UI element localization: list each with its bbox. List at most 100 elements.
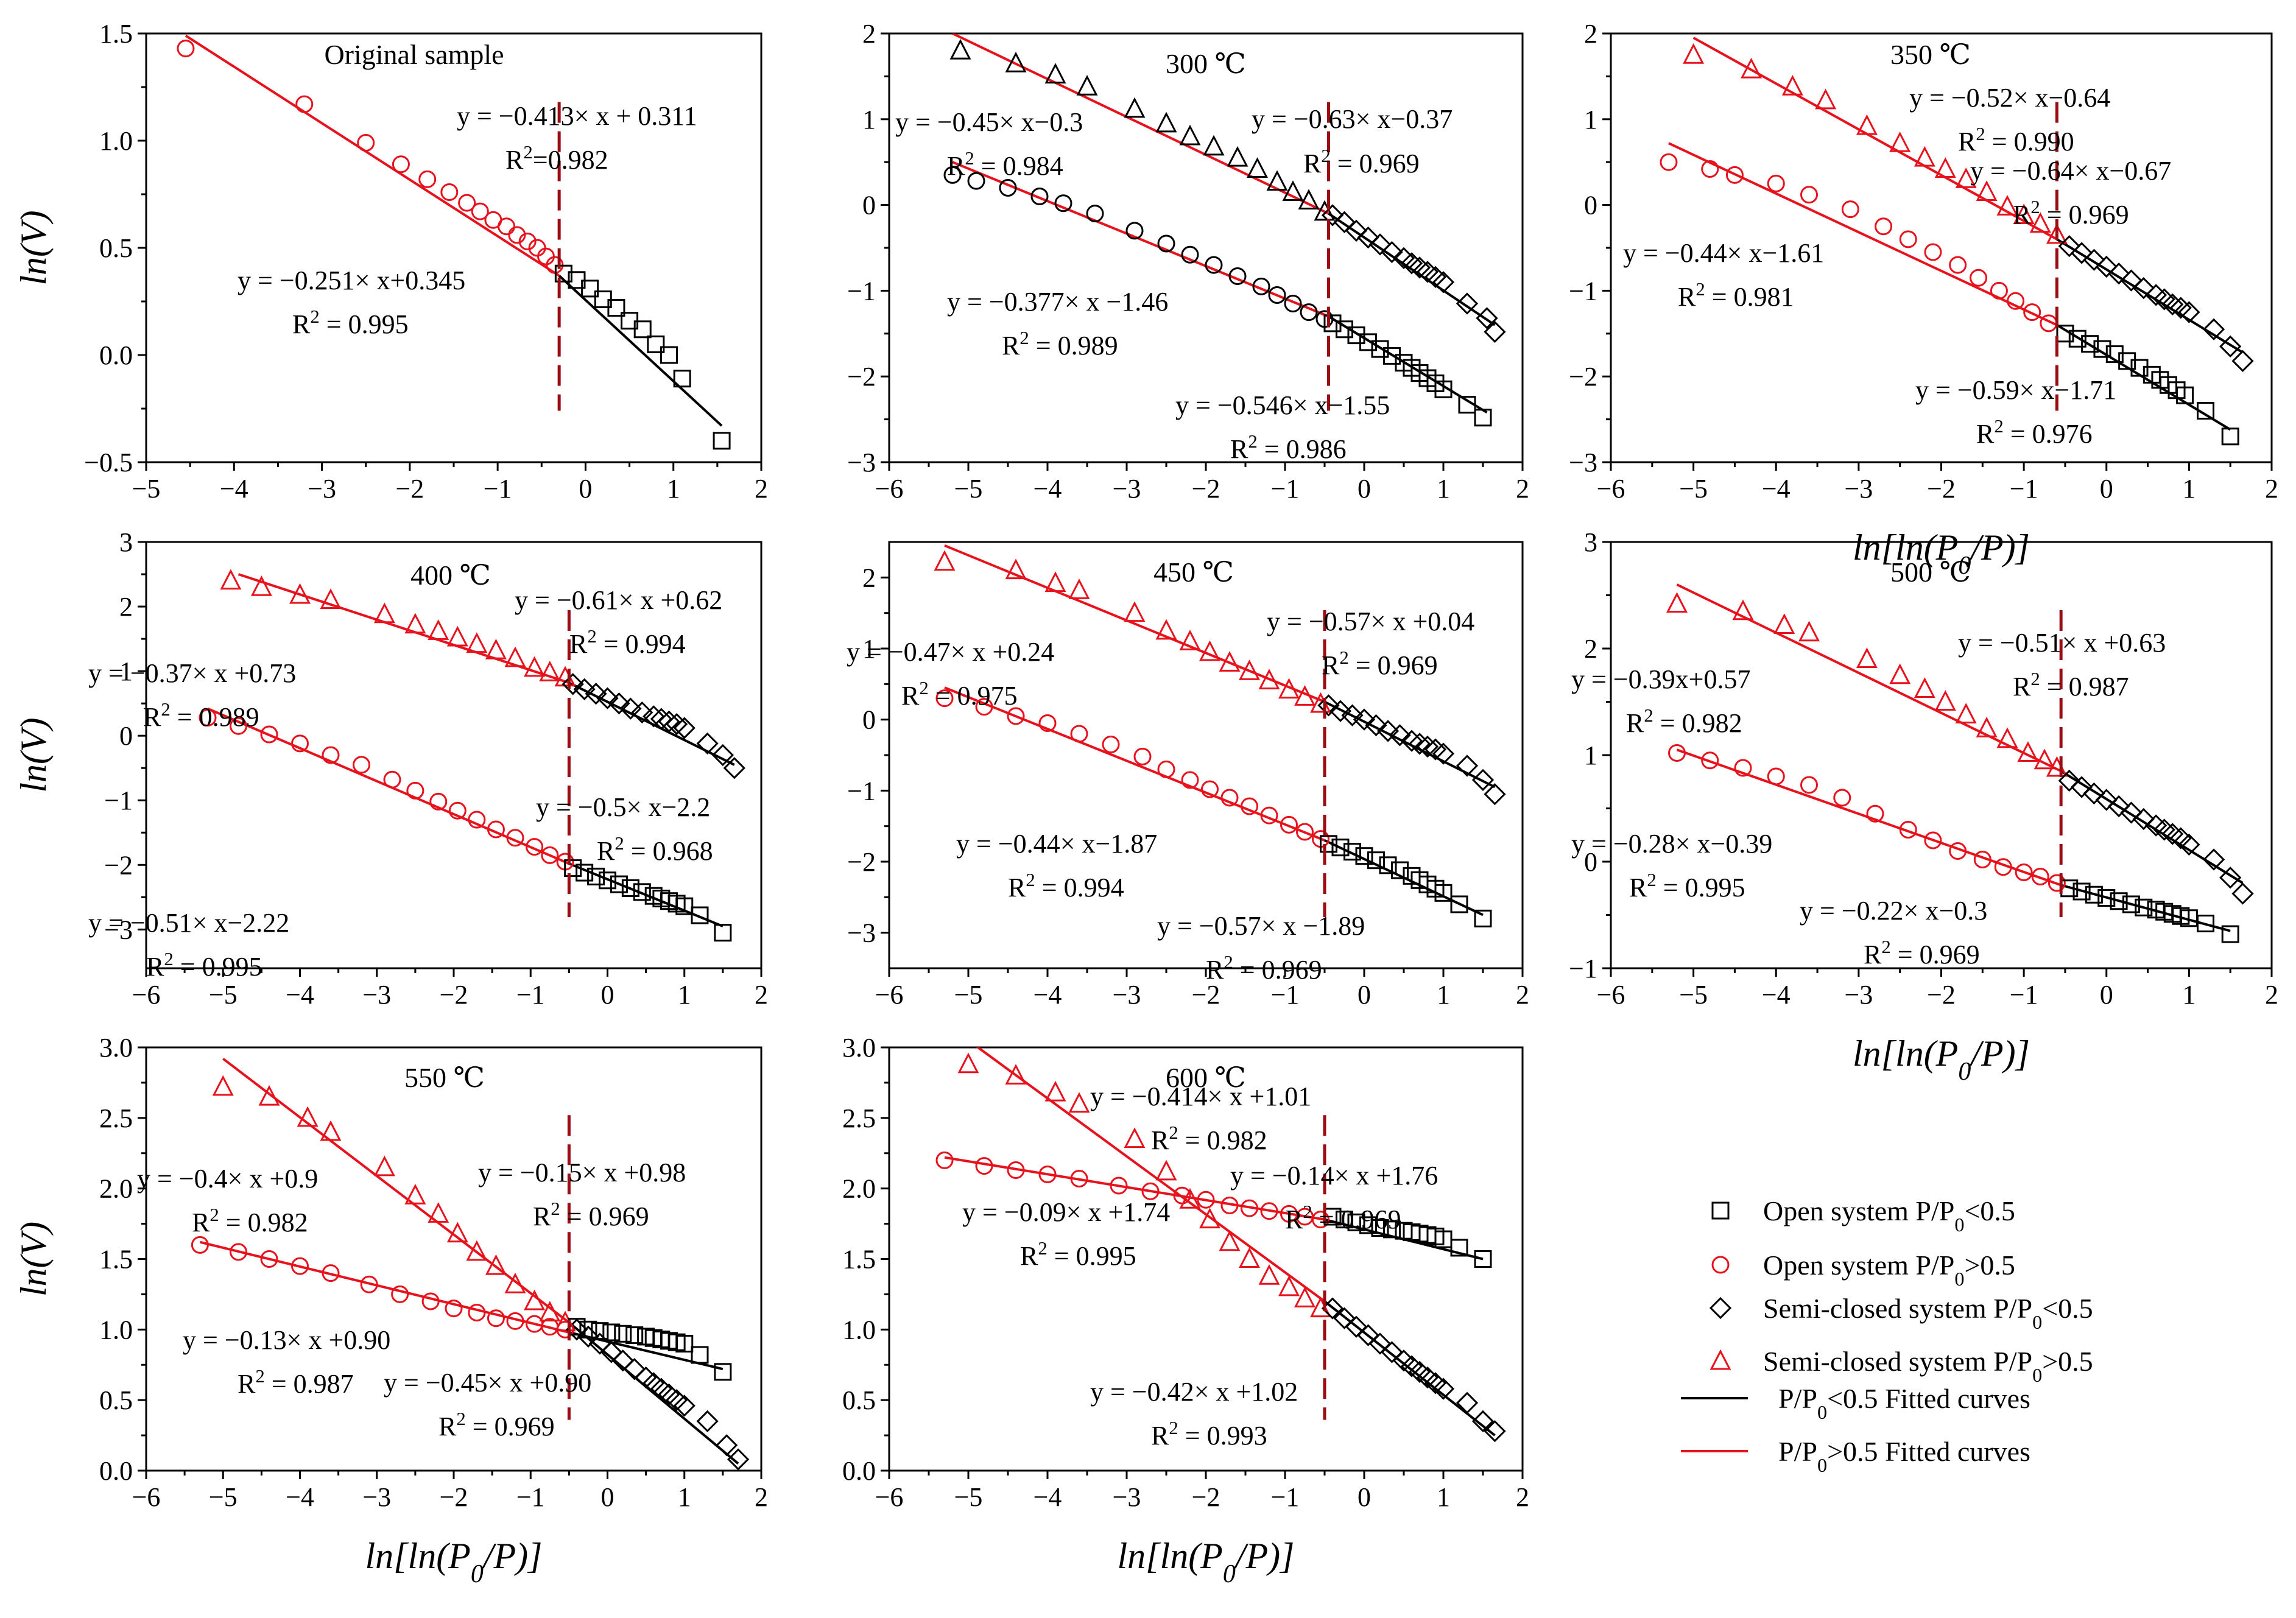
x-tick-label: −6 (1597, 474, 1625, 504)
r-squared-part: R (1678, 282, 1696, 312)
r-squared: R2​ = 0.969 (533, 1198, 649, 1231)
fit-equation: y = −0.14× x +1.76 (1230, 1161, 1438, 1191)
x-axis-label-part: P (1935, 527, 1959, 568)
r-squared-part: = 0.969 (2040, 200, 2129, 230)
x-tick-label: −4 (1034, 980, 1062, 1010)
data-point-diamond (1432, 1377, 1455, 1400)
data-point-square (2197, 915, 2214, 932)
x-tick-label: −2 (1192, 474, 1220, 504)
data-point-square (2093, 340, 2111, 358)
data-point-circle (1866, 804, 1884, 823)
r-squared: R2​ = 0.995 (1020, 1238, 1136, 1271)
y-tick-label: 0 (862, 705, 876, 735)
data-point-diamond (2058, 769, 2080, 792)
fit-equation: y = −0.51× x−2.22 (88, 908, 289, 938)
fit-line-high-pressure (185, 34, 560, 277)
x-tick-label: −1 (2010, 474, 2038, 504)
r-squared-part: R (2013, 672, 2031, 702)
data-point-diamond (666, 712, 688, 736)
x-tick-label: 0 (601, 980, 614, 1010)
r-squared-part: R (901, 681, 920, 711)
data-point-circle (429, 792, 448, 811)
data-point-triangle (504, 1272, 526, 1293)
r-squared: R2​ = 0.994 (1008, 870, 1124, 902)
data-point-square (1359, 1216, 1377, 1234)
y-tick-label: 1.0 (99, 126, 133, 156)
x-tick-label: −1 (1271, 1482, 1300, 1512)
panel-title: 350 ℃ (1890, 39, 1971, 70)
r-squared-superscript: 2 (1019, 328, 1029, 348)
y-tick-label: 1 (119, 656, 133, 686)
data-point-square (2122, 895, 2140, 913)
x-axis-label: ln[ln(P0​/P)] (365, 1536, 543, 1588)
data-point-triangle (428, 619, 449, 640)
x-tick-label: −5 (954, 474, 983, 504)
data-point-triangle (1298, 189, 1320, 210)
data-point-circle (1994, 858, 2012, 876)
data-point-square (2176, 386, 2194, 404)
data-point-triangle (539, 1301, 561, 1322)
data-point-circle (260, 725, 278, 744)
data-point-square (625, 1326, 644, 1345)
data-point-square (1347, 326, 1365, 345)
y-tick-label: 1.5 (842, 1245, 876, 1275)
r-squared: R2​ = 0.984 (947, 148, 1063, 181)
x-axis-label-part: P (448, 1536, 471, 1576)
legend-label-part: Open system P/ (1763, 1195, 1939, 1226)
x-tick-label: 2 (755, 980, 768, 1010)
fit-equation: y = −0.13× x +0.90 (183, 1325, 390, 1355)
data-point-circle (1205, 256, 1223, 274)
data-point-circle (230, 1243, 247, 1261)
r-squared-part: = 0.982 (219, 1208, 308, 1237)
panel-title: 300 ℃ (1166, 48, 1246, 79)
r-squared-part: R (569, 629, 588, 659)
data-point-square (1474, 409, 1492, 427)
data-point-triangle (1179, 124, 1201, 146)
data-point-circle (1125, 222, 1144, 240)
data-point-diamond (1317, 694, 1340, 717)
x-tick-label: 0 (579, 474, 592, 504)
data-point-triangle (1203, 135, 1225, 156)
data-point-circle (322, 746, 340, 764)
data-point-triangle (1199, 640, 1220, 661)
data-point-triangle (1044, 63, 1066, 84)
x-tick-label: −4 (286, 1482, 314, 1512)
x-tick-label: −4 (220, 474, 248, 504)
data-point-diamond (2132, 807, 2155, 831)
r-squared-superscript: 2 (1644, 705, 1653, 726)
r-squared-part: R (146, 952, 164, 982)
data-point-triangle (1683, 43, 1705, 64)
x-axis-label-part: /P)] (1969, 1033, 2030, 1074)
r-squared-part: R (1008, 873, 1026, 902)
data-point-circle (1054, 194, 1072, 213)
x-tick-label: −1 (1271, 474, 1300, 504)
data-point-triangle (1068, 1092, 1090, 1113)
x-tick-label: −6 (875, 980, 904, 1010)
legend-label: Semi-closed system P/P0​<0.5 (1763, 1293, 2093, 1333)
x-tick-label: 1 (678, 1482, 691, 1512)
x-tick-label: −2 (395, 474, 424, 504)
data-point-triangle (1955, 703, 1977, 723)
fit-line-low-pressure (558, 275, 723, 427)
x-tick-label: −4 (1034, 1482, 1062, 1512)
data-point-triangle (466, 632, 488, 653)
data-point-circle (508, 226, 526, 244)
data-point-square (1320, 835, 1337, 853)
r-squared-superscript: 2 (1339, 647, 1348, 668)
r-squared: R2​ = 0.969 (438, 1409, 555, 1441)
legend-label-part: Semi-closed system P/ (1763, 1346, 2017, 1377)
fit-equation: y = −0.61× x +0.62 (515, 585, 722, 615)
y-tick-label: 1.5 (99, 19, 133, 49)
data-point-circle (353, 756, 370, 774)
legend-label-part: P/ (1778, 1436, 1802, 1467)
x-tick-label: −1 (516, 1482, 545, 1512)
data-point-triangle (1124, 1127, 1146, 1148)
data-point-diamond (2083, 782, 2105, 805)
panel-title: 550 ℃ (404, 1062, 485, 1093)
data-point-circle (2023, 303, 2041, 322)
data-point-diamond (1484, 320, 1506, 343)
data-point-triangle (1044, 1080, 1066, 1102)
x-axis-label-part: ln[ln( (1853, 1033, 1939, 1074)
data-point-square (633, 320, 652, 339)
data-point-square (1450, 895, 1468, 913)
